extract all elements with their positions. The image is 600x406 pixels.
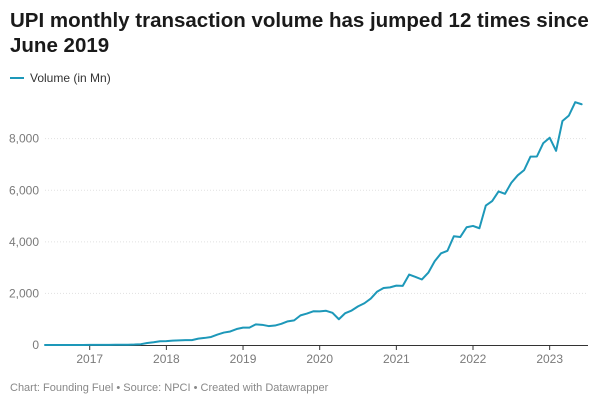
y-tick-label: 4,000	[9, 235, 39, 249]
chart-footer: Chart: Founding Fuel • Source: NPCI • Cr…	[10, 382, 329, 394]
x-tick-label: 2020	[306, 352, 333, 366]
y-tick-label: 0	[32, 338, 39, 352]
y-axis-ticks: 0 2,000 4,000 6,000 8,000	[9, 132, 39, 352]
x-tick-label: 2017	[76, 352, 103, 366]
y-tick-label: 8,000	[9, 132, 39, 146]
x-tick-label: 2022	[460, 352, 487, 366]
y-tick-label: 6,000	[9, 183, 39, 197]
legend-swatch	[10, 77, 24, 79]
x-tick-label: 2021	[383, 352, 410, 366]
gridlines	[45, 138, 588, 294]
chart-title: UPI monthly transaction volume has jumpe…	[10, 9, 589, 57]
x-tick-label: 2023	[536, 352, 563, 366]
series-line-volume	[44, 101, 583, 346]
legend: Volume (in Mn)	[10, 70, 111, 86]
x-axis: 2017 2018 2019 2020 2021 2022 2023	[45, 345, 588, 366]
x-tick-label: 2019	[230, 352, 257, 366]
series-layer	[44, 101, 583, 346]
y-tick-label: 2,000	[9, 286, 39, 300]
x-tick-label: 2018	[153, 352, 180, 366]
legend-label: Volume (in Mn)	[30, 71, 111, 85]
